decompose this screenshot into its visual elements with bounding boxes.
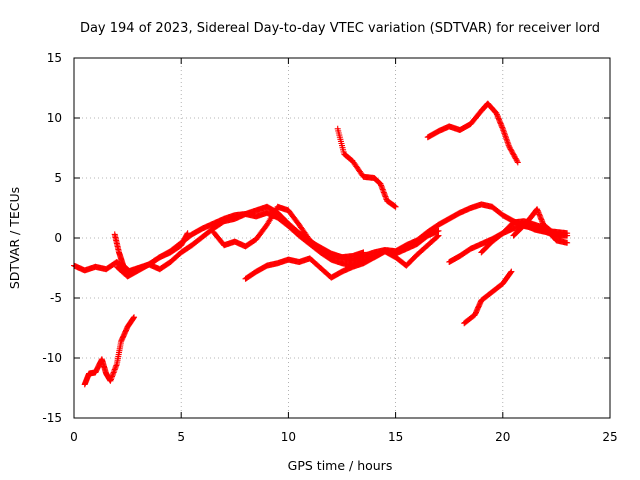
- data-point-trail: [514, 158, 521, 165]
- grid-lines: [74, 58, 610, 418]
- data-points: [71, 100, 571, 388]
- y-tick-label: -15: [42, 411, 62, 425]
- data-point: [557, 232, 564, 239]
- data-point: [508, 268, 515, 275]
- data-point-trail: [434, 233, 441, 240]
- y-tick-label: -5: [50, 291, 62, 305]
- data-point: [435, 232, 442, 239]
- x-tick-label: 20: [495, 430, 510, 444]
- x-tick-label: 15: [388, 430, 403, 444]
- x-tick-label: 0: [70, 430, 78, 444]
- series-track-5: [210, 203, 367, 261]
- data-point: [564, 239, 571, 246]
- axis-ticks: 0 5 10 15 20 25 -15 -10 -5 0 5 10 15: [42, 51, 617, 444]
- data-point-trail: [508, 147, 515, 154]
- data-point: [360, 249, 367, 256]
- y-tick-label: 15: [47, 51, 62, 65]
- data-point: [131, 314, 138, 321]
- y-tick-label: 5: [54, 171, 62, 185]
- data-point-trail: [513, 156, 520, 163]
- series-track-8: [424, 100, 521, 166]
- y-tick-label: 10: [47, 111, 62, 125]
- data-point-trail: [511, 154, 518, 161]
- data-point-trail: [509, 150, 516, 157]
- data-point-trail: [512, 155, 519, 162]
- series-track-9: [461, 268, 515, 327]
- data-point-trail: [507, 269, 514, 276]
- x-tick-label: 5: [177, 430, 185, 444]
- data-point: [564, 232, 571, 239]
- data-point: [506, 143, 513, 150]
- series-track-11: [478, 218, 571, 256]
- x-tick-label: 25: [602, 430, 617, 444]
- data-point: [184, 230, 191, 237]
- x-tick-label: 10: [281, 430, 296, 444]
- data-point: [392, 203, 399, 210]
- y-axis-label: SDTVAR / TECUs: [7, 187, 22, 289]
- data-point-trail: [511, 152, 518, 159]
- series-track-12: [510, 206, 564, 239]
- series-track-7: [334, 125, 399, 210]
- data-point-trail: [506, 145, 513, 152]
- data-point-trail: [507, 146, 514, 153]
- series-track-6: [242, 232, 442, 282]
- data-point-trail: [510, 151, 517, 158]
- series-track-4: [111, 230, 191, 275]
- data-point-trail: [509, 149, 516, 155]
- y-tick-label: -10: [42, 351, 62, 365]
- x-axis-label: GPS time / hours: [288, 458, 393, 473]
- y-tick-label: 0: [54, 231, 62, 245]
- series-track-3: [81, 314, 138, 388]
- data-point: [514, 159, 521, 166]
- chart-title: Day 194 of 2023, Sidereal Day-to-day VTE…: [80, 21, 600, 36]
